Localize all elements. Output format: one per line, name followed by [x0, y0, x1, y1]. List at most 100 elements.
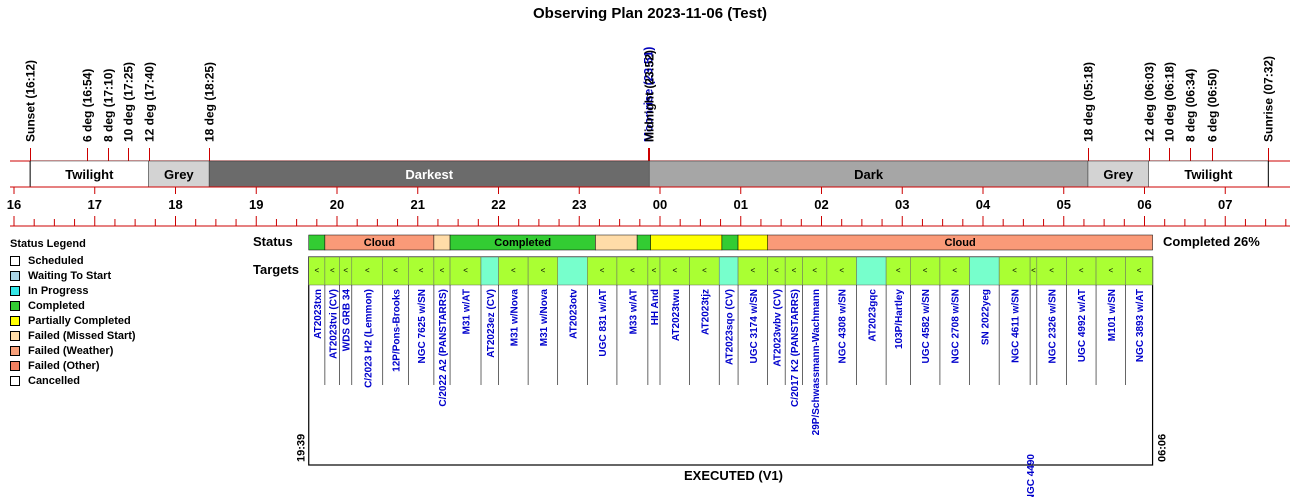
event-label: Sunset (16:12)	[24, 60, 38, 142]
target-name: NGC 4490	[1026, 454, 1037, 497]
legend-swatch	[10, 315, 20, 326]
chart-title: Observing Plan 2023-11-06 (Test)	[533, 5, 767, 22]
hour-tick-label: 01	[734, 197, 748, 212]
target-marker: <	[1079, 266, 1084, 275]
target-marker: <	[419, 266, 424, 275]
target-marker: <	[1031, 266, 1036, 275]
target-block	[527, 256, 558, 286]
status-segment	[721, 234, 739, 251]
sky-band-label: Twilight	[1184, 167, 1233, 182]
hour-tick-label: 06	[1137, 197, 1151, 212]
hour-tick-label: 02	[814, 197, 828, 212]
target-block	[718, 256, 739, 286]
event-label: 18 deg (18:25)	[203, 62, 217, 142]
event-label: 8 deg (17:10)	[102, 69, 116, 142]
legend-item: Completed	[10, 298, 136, 313]
target-block	[480, 256, 499, 286]
target-marker: <	[1049, 266, 1054, 275]
legend-label: Partially Completed	[28, 314, 131, 327]
sky-band	[648, 160, 1089, 188]
target-name: AT2023ez (CV)	[486, 289, 497, 358]
target-marker: <	[1137, 266, 1142, 275]
target-name: M101 w/SN	[1107, 289, 1118, 341]
target-name: AT2023gqc	[867, 289, 878, 342]
target-marker: <	[314, 266, 319, 275]
target-block	[802, 256, 828, 286]
legend-label: Cancelled	[28, 374, 80, 387]
status-segment	[308, 234, 326, 251]
target-marker: <	[774, 266, 779, 275]
event-label: 10 deg (17:25)	[122, 62, 136, 142]
legend-swatch	[10, 360, 20, 371]
target-name: AT2023tvi (CV)	[328, 289, 339, 359]
legend-label: In Progress	[28, 284, 89, 297]
legend-label: Scheduled	[28, 254, 84, 267]
sky-band-label: Dark	[854, 167, 884, 182]
target-name: C/2017 K2 (PANSTARRS)	[790, 289, 801, 407]
legend-label: Failed (Missed Start)	[28, 329, 136, 342]
target-name: AT2023txn	[313, 289, 324, 339]
target-name: WDS GRB 34	[342, 289, 353, 352]
target-name: HH And	[650, 289, 661, 325]
legend-item: Scheduled	[10, 253, 136, 268]
target-marker: <	[952, 266, 957, 275]
hour-tick-label: 16	[7, 197, 21, 212]
target-name: 12P/Pons-Brooks	[392, 289, 403, 372]
target-marker: <	[463, 266, 468, 275]
event-label: 8 deg (06:34)	[1184, 69, 1198, 142]
legend-swatch	[10, 330, 20, 341]
status-segment-label: Cloud	[945, 237, 976, 249]
status-row-label: Status	[253, 234, 293, 249]
target-name: NGC 4611 w/SN	[1011, 289, 1022, 363]
event-label: 18 deg (05:18)	[1082, 62, 1096, 142]
target-name: UGC 4992 w/AT	[1077, 289, 1088, 362]
target-name: AT2023twu	[671, 289, 682, 341]
target-name: UGC 4582 w/SN	[921, 289, 932, 363]
window-end-label: 06:06	[1157, 434, 1169, 462]
hour-tick-label: 23	[572, 197, 586, 212]
target-marker: <	[365, 266, 370, 275]
event-label: Sunrise (07:32)	[1262, 56, 1276, 142]
target-marker: <	[600, 266, 605, 275]
legend-swatch	[10, 270, 20, 281]
legend-item: Failed (Weather)	[10, 343, 136, 358]
status-segment-label: Completed	[494, 237, 551, 249]
target-marker: <	[393, 266, 398, 275]
target-name: AT2023tjz	[700, 289, 711, 335]
target-name: M31 w/Nova	[509, 289, 520, 347]
legend-title: Status Legend	[10, 238, 86, 250]
target-block	[969, 256, 1000, 286]
target-block	[856, 256, 887, 286]
target-marker: <	[923, 266, 928, 275]
target-block	[557, 256, 588, 286]
target-block	[408, 256, 435, 286]
targets-row-label: Targets	[253, 262, 299, 277]
target-name: AT2023otv	[569, 289, 580, 339]
event-label: 10 deg (06:18)	[1163, 62, 1177, 142]
status-segment	[433, 234, 451, 251]
status-segment	[636, 234, 651, 251]
target-marker: <	[440, 266, 445, 275]
target-block	[498, 256, 529, 286]
target-marker: <	[330, 266, 335, 275]
hour-tick-label: 00	[653, 197, 667, 212]
legend-item: Partially Completed	[10, 313, 136, 328]
target-marker: <	[896, 266, 901, 275]
target-block	[351, 256, 384, 286]
hour-tick-label: 04	[976, 197, 991, 212]
hour-tick-label: 21	[411, 197, 425, 212]
event-label: 12 deg (17:40)	[143, 62, 157, 142]
hour-tick-label: 18	[168, 197, 182, 212]
legend-swatch	[10, 285, 20, 296]
executed-footer: EXECUTED (V1)	[684, 468, 783, 483]
target-marker: <	[541, 266, 546, 275]
target-marker: <	[839, 266, 844, 275]
target-name: C/2022 A2 (PANSTARRS)	[438, 289, 449, 407]
hour-tick-label: 07	[1218, 197, 1232, 212]
target-marker: <	[812, 266, 817, 275]
status-segment	[650, 234, 723, 251]
legend-label: Waiting To Start	[28, 269, 112, 282]
status-segment	[737, 234, 768, 251]
legend-items: Scheduled Waiting To Start In Progress Comp…	[10, 253, 136, 388]
